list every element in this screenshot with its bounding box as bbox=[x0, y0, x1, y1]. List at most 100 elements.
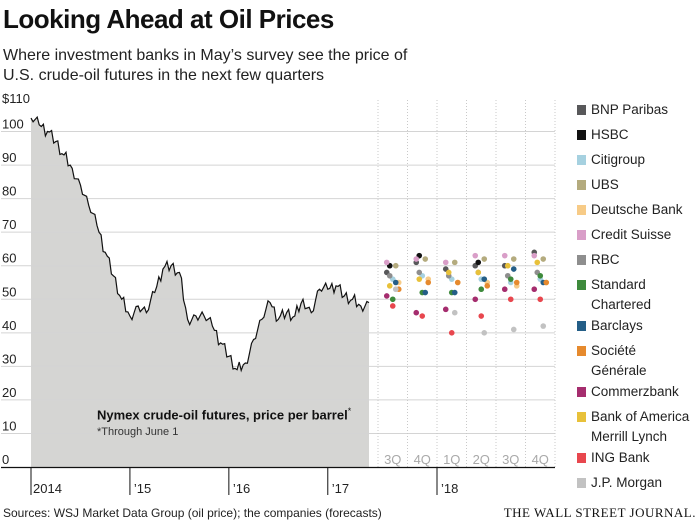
legend-swatch bbox=[577, 205, 586, 215]
x-tick-label: 2014 bbox=[33, 481, 62, 496]
forecast-dot bbox=[543, 279, 550, 286]
forecast-dot bbox=[425, 279, 432, 286]
price-line bbox=[30, 115, 370, 373]
forecast-dot bbox=[472, 252, 479, 259]
forecast-dot bbox=[413, 309, 420, 316]
forecast-dot bbox=[442, 259, 449, 266]
forecast-dot bbox=[501, 286, 508, 293]
forecast-dot bbox=[389, 303, 396, 309]
annotation-text: Nymex crude-oil futures, price per barre… bbox=[97, 407, 348, 423]
forecast-dot bbox=[416, 269, 423, 276]
legend-label: Citigroup bbox=[591, 152, 646, 167]
forecast-dot bbox=[454, 279, 461, 286]
forecast-dot bbox=[386, 283, 393, 289]
x-tick-label: ’15 bbox=[134, 481, 151, 496]
forecast-dot bbox=[531, 252, 538, 259]
forecast-dot bbox=[392, 262, 399, 269]
forecast-dot bbox=[481, 256, 488, 262]
forecast-dot bbox=[451, 259, 458, 266]
forecast-dot bbox=[531, 286, 538, 293]
y-tick-label: 60 bbox=[2, 251, 16, 266]
annotation-mark: * bbox=[347, 406, 352, 416]
quarter-label: 1Q bbox=[443, 452, 460, 467]
legend-swatch bbox=[577, 412, 586, 422]
y-tick-label: 70 bbox=[2, 217, 16, 232]
forecast-dot bbox=[419, 313, 426, 319]
legend-swatch bbox=[577, 478, 586, 488]
legend-swatch bbox=[577, 387, 586, 397]
forecast-dot bbox=[534, 259, 541, 266]
forecast-dot bbox=[484, 283, 491, 289]
legend-label: Deutsche Bank bbox=[591, 202, 683, 217]
forecast-dot bbox=[510, 266, 517, 272]
forecast-dot bbox=[386, 272, 393, 279]
legend-swatch bbox=[577, 230, 586, 240]
legend-swatch bbox=[577, 453, 586, 463]
forecast-dot bbox=[475, 269, 482, 276]
forecast-dot bbox=[501, 252, 508, 259]
y-tick-label: 80 bbox=[2, 184, 16, 199]
legend-label: UBS bbox=[591, 177, 619, 192]
forecast-dot bbox=[442, 306, 449, 313]
forecast-dot bbox=[507, 276, 514, 282]
forecast-dot bbox=[510, 256, 517, 262]
series-annotation: Nymex crude-oil futures, price per barre… bbox=[97, 406, 351, 422]
forecast-dot bbox=[448, 330, 455, 336]
masthead: THE WALL STREET JOURNAL. bbox=[503, 505, 696, 520]
x-tick-label: ’18 bbox=[441, 481, 458, 496]
legend-label: Société Générale bbox=[591, 343, 647, 378]
forecast-dot bbox=[422, 289, 429, 296]
legend-swatch bbox=[577, 105, 586, 115]
forecast-dot bbox=[513, 279, 520, 286]
y-tick-label: 100 bbox=[2, 117, 24, 132]
forecast-dot bbox=[540, 256, 547, 262]
forecast-dot bbox=[445, 269, 452, 276]
legend-swatch bbox=[577, 255, 586, 265]
y-tick-label: 40 bbox=[2, 318, 16, 333]
quarter-label: 4Q bbox=[414, 452, 431, 467]
legend-label: BNP Paribas bbox=[591, 102, 669, 117]
forecast-dot bbox=[507, 296, 514, 303]
y-tick-label: 30 bbox=[2, 351, 16, 366]
legend-swatch bbox=[577, 321, 586, 331]
y-tick-label: 0 bbox=[2, 452, 9, 467]
forecast-dot bbox=[451, 309, 458, 316]
legend-label: J.P. Morgan bbox=[591, 475, 663, 490]
quarter-label: 4Q bbox=[532, 452, 549, 467]
legend-label: Barclays bbox=[591, 318, 643, 333]
forecast-dot bbox=[383, 293, 390, 299]
forecast-dot bbox=[540, 323, 547, 329]
legend-label: Credit Suisse bbox=[591, 227, 672, 242]
legend-label: HSBC bbox=[591, 127, 629, 142]
legend-swatch bbox=[577, 155, 586, 165]
forecast-dot bbox=[392, 286, 399, 293]
forecast-dot bbox=[475, 259, 482, 266]
forecast-dot bbox=[392, 279, 399, 286]
chart-subtitle: Where investment banks in May’s survey s… bbox=[3, 47, 408, 84]
legend-swatch bbox=[577, 130, 586, 140]
forecast-dot bbox=[478, 313, 485, 319]
quarter-label: 2Q bbox=[473, 452, 490, 467]
forecast-dot bbox=[383, 259, 390, 266]
y-tick-label: 90 bbox=[2, 150, 16, 165]
forecast-dot bbox=[481, 330, 488, 336]
legend-swatch bbox=[577, 180, 586, 190]
footnote: *Through June 1 bbox=[97, 426, 179, 438]
forecast-dot bbox=[510, 326, 517, 333]
legend-label: ING Bank bbox=[591, 450, 650, 465]
y-tick-label: 20 bbox=[2, 385, 16, 400]
legend-label: RBC bbox=[591, 252, 620, 267]
y-tick-label: $110 bbox=[2, 91, 30, 106]
x-tick-label: ’16 bbox=[233, 481, 250, 496]
forecast-dot bbox=[451, 289, 458, 296]
source-note: Sources: WSJ Market Data Group (oil pric… bbox=[3, 506, 382, 520]
quarter-label: 3Q bbox=[502, 452, 519, 467]
forecast-dot bbox=[481, 276, 488, 282]
legend-swatch bbox=[577, 346, 586, 356]
chart-title: Looking Ahead at Oil Prices bbox=[3, 4, 334, 34]
forecast-dot bbox=[537, 272, 544, 279]
forecast-dot bbox=[416, 276, 423, 282]
legend-label: Standard Chartered bbox=[591, 277, 652, 312]
forecast-dot bbox=[504, 262, 511, 269]
